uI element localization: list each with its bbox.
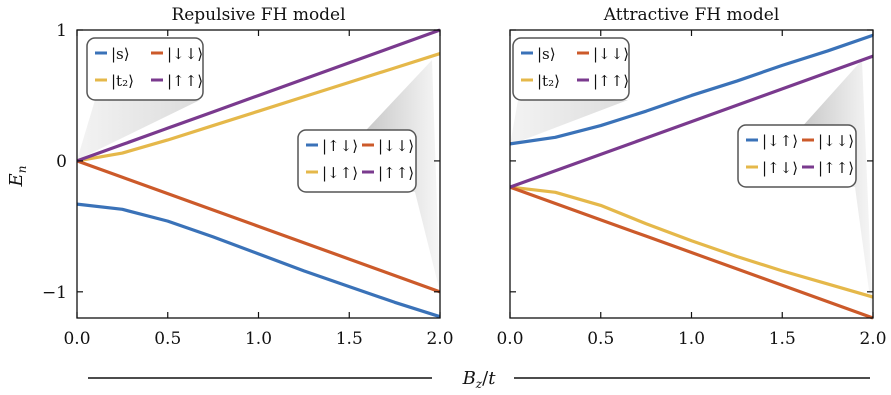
panel-title: Repulsive FH model (171, 5, 345, 25)
legend-label: |t₂⟩ (537, 72, 560, 90)
legend-label: |t₂⟩ (111, 72, 134, 90)
legend-fan-shading (77, 100, 200, 160)
series-line-purple (509, 54, 874, 189)
x-tick-label: 1.0 (245, 329, 272, 349)
legend-top: |s⟩ |↓↓⟩ |t₂⟩ |↑↑⟩ (512, 37, 630, 101)
y-tick-label: 1 (56, 21, 67, 41)
series-line-blue (76, 202, 441, 319)
x-axis-label: Bz/t (462, 368, 497, 391)
legend-label: |↑↓⟩ (322, 137, 358, 155)
series-line-orange (509, 185, 874, 320)
x-tick-label: 2.0 (859, 329, 886, 349)
legend-label: |↑↑⟩ (593, 72, 629, 90)
x-tick-label: 1.0 (678, 329, 705, 349)
legend-inset-frame (737, 124, 857, 188)
legend-label: |↓↓⟩ (378, 137, 414, 155)
panel-2: Attractive FH model 0.0 0.5 1.0 1.5 2.0 |s⟩ |↓↓… (496, 5, 886, 349)
x-tick-label: 0.5 (587, 329, 614, 349)
y-tick-label: −1 (42, 283, 67, 303)
x-axis-label-group: Bz/t (88, 368, 870, 391)
x-tick-label: 0.0 (496, 329, 523, 349)
y-tick-label: 0 (56, 152, 67, 172)
legend-label: |↓↓⟩ (593, 45, 629, 63)
panels: Repulsive FH model 0.0 0.5 1.0 1.5 2.0 1 0 −1 |s⟩… (42, 5, 887, 349)
y-axis-label: En (6, 166, 29, 188)
legend-inset: |↑↓⟩ |↓↓⟩ |↓↑⟩ |↑↑⟩ (297, 129, 417, 193)
x-tick-label: 2.0 (426, 329, 453, 349)
legend-label: |↑↑⟩ (378, 164, 414, 182)
x-tick-label: 0.0 (63, 329, 90, 349)
legend-top-frame (512, 37, 630, 101)
legend-label: |s⟩ (111, 45, 130, 63)
legend-top-frame (86, 37, 204, 101)
series-line-yellow (509, 185, 874, 299)
series-line-yellow (76, 52, 441, 163)
legend-label: |↑↑⟩ (818, 159, 854, 177)
series-line-blue (509, 33, 874, 146)
legend-label: |↓↓⟩ (167, 45, 203, 63)
series-line-orange (76, 159, 441, 294)
x-tick-label: 0.5 (154, 329, 181, 349)
panel-1: Repulsive FH model 0.0 0.5 1.0 1.5 2.0 1 0 −1 |s⟩… (42, 5, 454, 349)
legend-top: |s⟩ |↓↓⟩ |t₂⟩ |↑↑⟩ (86, 37, 204, 101)
legend-fan-shading (510, 100, 628, 145)
legend-label: |↑↓⟩ (762, 159, 798, 177)
x-tick-label: 1.5 (336, 329, 363, 349)
legend-label: |s⟩ (537, 45, 556, 63)
legend-inset: |↓↑⟩ |↓↓⟩ |↑↓⟩ |↑↑⟩ (737, 124, 857, 188)
legend-label: |↓↓⟩ (818, 132, 854, 150)
series-line-purple (76, 28, 441, 163)
legend-label: |↓↑⟩ (322, 164, 358, 182)
legend-inset-frame (297, 129, 417, 193)
x-tick-label: 1.5 (769, 329, 796, 349)
legend-label: |↓↑⟩ (762, 132, 798, 150)
legend-label: |↑↑⟩ (167, 72, 203, 90)
panel-title: Attractive FH model (603, 5, 780, 25)
